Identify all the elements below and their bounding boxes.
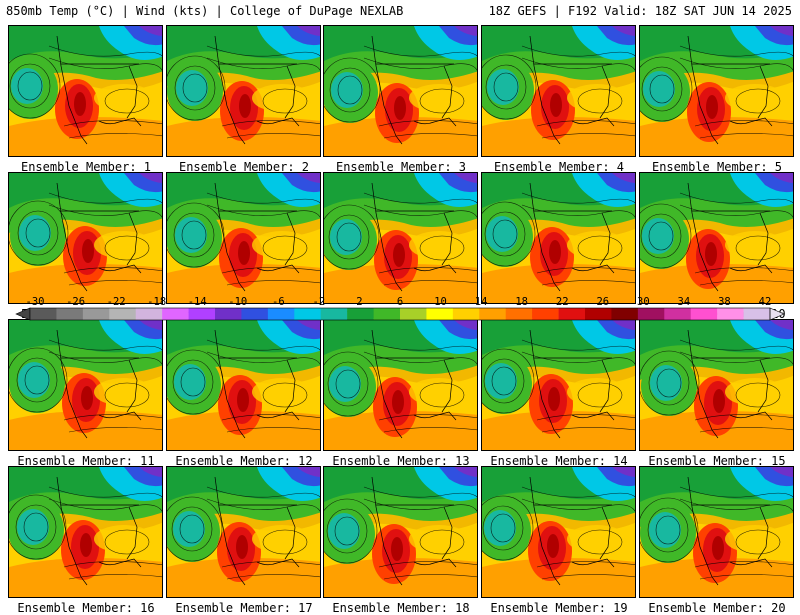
colorbar-tick-label: 22 <box>555 296 569 308</box>
ensemble-member-map <box>8 466 163 598</box>
colorbar-tick-label: 42 <box>758 296 772 308</box>
colorbar-tick-label: -30 <box>25 296 45 308</box>
ensemble-member-map <box>323 466 478 598</box>
colorbar-swatch <box>743 308 771 320</box>
colorbar-swatch <box>162 308 189 320</box>
ensemble-member-label: Ensemble Member: 13 <box>332 454 470 468</box>
ensemble-member-map <box>481 172 636 304</box>
colorbar-min-arrow <box>15 307 31 321</box>
colorbar-swatch <box>664 308 692 320</box>
colorbar-swatch <box>215 308 242 320</box>
colorbar-tick-label: 38 <box>718 296 731 308</box>
ensemble-member-map <box>639 172 794 304</box>
colorbar-swatch <box>585 308 612 320</box>
colorbar-tick-label: 10 <box>434 296 447 308</box>
colorbar-tick-label: -2 <box>312 296 326 308</box>
ensemble-member-map <box>166 172 321 304</box>
ensemble-member-map <box>481 25 636 157</box>
colorbar-tick-label: -22 <box>106 296 126 308</box>
colorbar-tick-label: 18 <box>515 296 528 308</box>
ensemble-member-label: Ensemble Member: 14 <box>490 454 628 468</box>
temperature-colorbar: -30 -26 -22 -18 -14 -10 -6 -2 2 6 10 14 18 22 26 30 34 38… <box>0 296 800 321</box>
ensemble-member-map <box>639 466 794 598</box>
ensemble-member-label: Ensemble Member: 17 <box>175 601 313 615</box>
colorbar-swatch <box>56 308 84 320</box>
ensemble-member-map <box>166 319 321 451</box>
colorbar-swatch <box>505 308 533 320</box>
colorbar-swatch <box>717 308 744 320</box>
ensemble-member-map <box>639 25 794 157</box>
header-title-right: 18Z GEFS | F192 Valid: 18Z SAT JUN 14 20… <box>488 4 792 18</box>
colorbar-swatch <box>188 308 216 320</box>
ensemble-member-label: Ensemble Member: 20 <box>648 601 786 615</box>
colorbar-outline <box>29 307 771 321</box>
ensemble-member-map <box>481 466 636 598</box>
ensemble-member-map <box>323 172 478 304</box>
colorbar-swatch <box>690 308 718 320</box>
ensemble-member-label: Ensemble Member: 4 <box>493 160 625 174</box>
colorbar-tick-label: 34 <box>677 296 691 308</box>
colorbar-swatch <box>426 308 454 320</box>
ensemble-member-label: Ensemble Member: 2 <box>178 160 310 174</box>
ensemble-member-label: Ensemble Member: 11 <box>17 454 155 468</box>
ensemble-member-map <box>639 319 794 451</box>
ensemble-member-label: Ensemble Member: 3 <box>335 160 467 174</box>
ensemble-member-map <box>166 466 321 598</box>
ensemble-member-map <box>166 25 321 157</box>
colorbar-tick-label: 26 <box>596 296 610 308</box>
ensemble-member-map <box>323 319 478 451</box>
colorbar-swatch <box>479 308 507 320</box>
ensemble-member-map <box>323 25 478 157</box>
ensemble-member-label: Ensemble Member: 1 <box>20 160 152 174</box>
colorbar-tick-label: -26 <box>66 296 86 308</box>
colorbar-max-arrow <box>769 307 785 321</box>
colorbar-swatch <box>109 308 137 320</box>
colorbar-swatch <box>241 308 269 320</box>
ensemble-member-map <box>8 172 163 304</box>
colorbar-swatch <box>30 308 57 320</box>
colorbar-tick-label: 2 <box>356 296 363 308</box>
colorbar-swatch <box>558 308 586 320</box>
ensemble-member-map <box>481 319 636 451</box>
colorbar-swatch <box>347 308 374 320</box>
colorbar-tick-label: 30 <box>637 296 650 308</box>
colorbar-swatch <box>611 308 639 320</box>
colorbar-tick-label: -6 <box>272 296 285 308</box>
colorbar-swatch <box>320 308 348 320</box>
ensemble-member-label: Ensemble Member: 19 <box>490 601 628 615</box>
colorbar-swatch <box>452 308 480 320</box>
colorbar-scale <box>15 307 785 321</box>
colorbar-tick-label: 6 <box>396 296 404 308</box>
header-title-left: 850mb Temp (°C) | Wind (kts) | College o… <box>6 4 404 18</box>
colorbar-swatch <box>532 308 559 320</box>
ensemble-member-label: Ensemble Member: 15 <box>648 454 786 468</box>
colorbar-tick-label: -10 <box>228 296 248 308</box>
colorbar-swatch <box>294 308 322 320</box>
colorbar-tick-label: -14 <box>187 296 207 308</box>
colorbar-swatch <box>135 308 163 320</box>
ensemble-member-label: Ensemble Member: 5 <box>651 160 783 174</box>
colorbar-swatch <box>373 308 401 320</box>
colorbar-swatch <box>267 308 295 320</box>
ensemble-member-map <box>8 319 163 451</box>
colorbar-tick-label: 14 <box>474 296 488 308</box>
ensemble-member-label: Ensemble Member: 12 <box>175 454 313 468</box>
ensemble-member-label: Ensemble Member: 18 <box>332 601 470 615</box>
colorbar-tick-label: -18 <box>147 296 167 308</box>
ensemble-member-map <box>8 25 163 157</box>
colorbar-swatch <box>637 308 665 320</box>
colorbar-swatch <box>400 308 427 320</box>
colorbar-swatch <box>82 308 110 320</box>
ensemble-member-label: Ensemble Member: 16 <box>17 601 155 615</box>
